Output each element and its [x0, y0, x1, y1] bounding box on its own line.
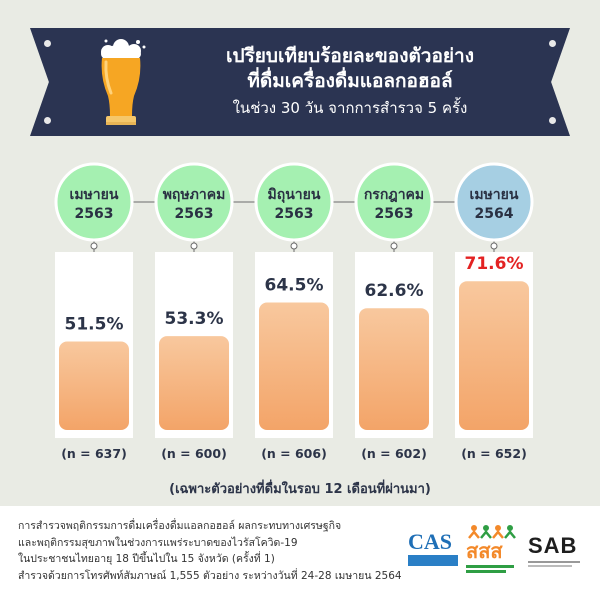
category-circle [354, 162, 434, 242]
footer-line: และพฤติกรรมสุขภาพในช่วงการแพร่ระบาดของไว… [18, 536, 298, 549]
title-banner: เปรียบเทียบร้อยละของตัวอย่าง ที่ดื่มเครื… [30, 28, 570, 136]
sample-size-label: (n = 600) [161, 446, 227, 461]
connector-dot [290, 242, 298, 250]
category-label-month: มิถุนายน [268, 187, 321, 203]
sab-logo-line [528, 565, 572, 567]
cas-logo-text: CAS [408, 529, 453, 554]
thaihealth-logo-line [466, 565, 514, 568]
data-bar [259, 302, 329, 430]
sab-logo-line [528, 561, 580, 563]
thaihealth-logo: สสส [466, 524, 520, 573]
value-label: 62.6% [365, 281, 424, 301]
category-label-month: เมษายน [470, 187, 519, 203]
value-label: 53.3% [165, 309, 224, 329]
sample-note: (เฉพาะตัวอย่างที่ดื่มในรอบ 12 เดือนที่ผ่… [169, 482, 431, 497]
category-label-year: 2563 [375, 206, 414, 222]
sample-size-label: (n = 652) [461, 446, 527, 461]
sab-logo-text: SAB [528, 533, 578, 558]
category-label-year: 2563 [175, 206, 214, 222]
sample-size-label: (n = 602) [361, 446, 427, 461]
footer-text: การสำรวจพฤติกรรมการดื่มเครื่องดื่มแอลกอฮ… [18, 518, 403, 584]
data-bar [459, 281, 529, 430]
connector-dot [390, 242, 398, 250]
category-label-month: เมษายน [70, 187, 119, 203]
category-label-month: พฤษภาคม [163, 187, 226, 203]
category-label-year: 2564 [475, 206, 514, 222]
value-label: 71.6% [465, 254, 524, 274]
category-circle [254, 162, 334, 242]
pin-dot [44, 117, 51, 124]
sab-logo: SAB [528, 534, 584, 568]
category-label-year: 2563 [275, 206, 314, 222]
connector-dot [490, 242, 498, 250]
data-bar [359, 308, 429, 430]
sample-size-label: (n = 637) [61, 446, 127, 461]
beer-glass-icon [101, 39, 146, 125]
thaihealth-logo-text: สสส [466, 539, 503, 563]
pin-dot [549, 117, 556, 124]
connector-dot [90, 242, 98, 250]
sample-size-label: (n = 606) [261, 446, 327, 461]
data-bar [59, 341, 129, 430]
pin-dot [44, 40, 51, 47]
pin-dot [549, 40, 556, 47]
category-label-year: 2563 [75, 206, 114, 222]
figures-icon [468, 525, 516, 539]
title-line-1: เปรียบเทียบร้อยละของตัวอย่าง [226, 45, 474, 67]
category-label-month: กรกฎาคม [364, 187, 424, 203]
title-line-2: ที่ดื่มเครื่องดื่มแอลกอฮอล์ [247, 70, 453, 92]
connector-dot [190, 242, 198, 250]
cas-logo-bar [408, 555, 458, 566]
thaihealth-logo-line [466, 570, 506, 573]
subtitle: ในช่วง 30 วัน จากการสำรวจ 5 ครั้ง [232, 99, 468, 117]
value-label: 64.5% [265, 276, 324, 296]
footer-line: ในประชาชนไทยอายุ 18 ปีขึ้นไปใน 15 จังหวั… [18, 553, 275, 565]
footer-line: สำรวจด้วยการโทรศัพท์สัมภาษณ์ 1,555 ตัวอย… [18, 569, 402, 582]
category-circle [154, 162, 234, 242]
footer-line: การสำรวจพฤติกรรมการดื่มเครื่องดื่มแอลกอฮ… [18, 520, 342, 532]
category-circle [454, 162, 534, 242]
cas-logo: CAS [408, 530, 460, 570]
data-bar [159, 336, 229, 430]
value-label: 51.5% [65, 315, 124, 335]
category-circle [54, 162, 134, 242]
footer: การสำรวจพฤติกรรมการดื่มเครื่องดื่มแอลกอฮ… [0, 506, 600, 600]
